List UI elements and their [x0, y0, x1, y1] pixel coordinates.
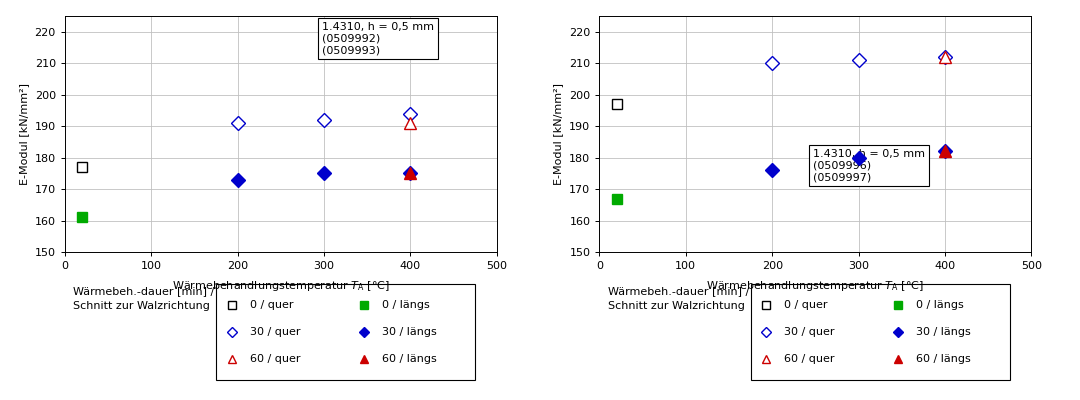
Text: 1.4310, h = 0,5 mm
(0509992)
(0509993): 1.4310, h = 0,5 mm (0509992) (0509993) [322, 22, 434, 55]
Text: 1.4310, h = 0,5 mm
(0509996)
(0509997): 1.4310, h = 0,5 mm (0509996) (0509997) [813, 149, 926, 182]
Text: 30 / quer: 30 / quer [784, 327, 835, 337]
Text: 60 / quer: 60 / quer [249, 354, 300, 364]
Text: Wärmebeh.-dauer [min] /
Schnitt zur Walzrichtung: Wärmebeh.-dauer [min] / Schnitt zur Walz… [608, 286, 750, 311]
Y-axis label: E-Modul [kN/mm²]: E-Modul [kN/mm²] [19, 83, 29, 185]
Text: Wärmebeh.-dauer [min] /
Schnitt zur Walzrichtung: Wärmebeh.-dauer [min] / Schnitt zur Walz… [73, 286, 215, 311]
Text: 0 / längs: 0 / längs [917, 300, 964, 310]
Text: 0 / quer: 0 / quer [249, 300, 293, 310]
Y-axis label: E-Modul [kN/mm²]: E-Modul [kN/mm²] [554, 83, 564, 185]
Text: 30 / quer: 30 / quer [249, 327, 300, 337]
Text: 0 / quer: 0 / quer [784, 300, 827, 310]
X-axis label: Wärmebehandlungstemperatur $\mathit{T}_{\mathrm{A}}$ [°C]: Wärmebehandlungstemperatur $\mathit{T}_{… [706, 279, 924, 293]
X-axis label: Wärmebehandlungstemperatur $\mathit{T}_{\mathrm{A}}$ [°C]: Wärmebehandlungstemperatur $\mathit{T}_{… [172, 279, 390, 293]
Text: 0 / längs: 0 / längs [382, 300, 430, 310]
Text: 30 / längs: 30 / längs [917, 327, 971, 337]
Text: 60 / längs: 60 / längs [917, 354, 971, 364]
Text: 30 / längs: 30 / längs [382, 327, 436, 337]
Text: 60 / quer: 60 / quer [784, 354, 835, 364]
Text: 60 / längs: 60 / längs [382, 354, 436, 364]
